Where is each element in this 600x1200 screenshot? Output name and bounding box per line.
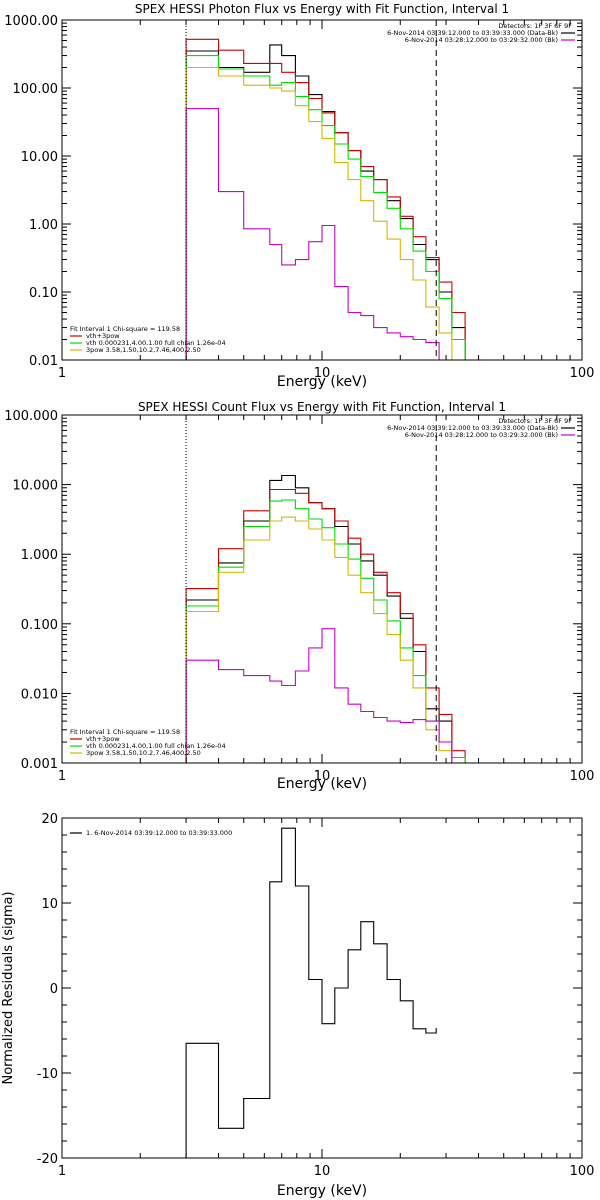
series-group [185,474,466,763]
legend-entry: vth 0.000231,4.00,1.00 full chian 1.26e-… [86,742,226,750]
plot-frame [61,19,583,361]
legend-left: Fit Interval 1 Chi-square = 119.58vth+3p… [70,325,226,354]
y-tick-label: 0.001 [21,757,58,772]
legend-entry: vth+3pow [86,332,120,340]
series-line-5 [185,628,466,763]
y-tick-label: 20 [41,812,58,827]
series-line-4 [185,516,466,763]
series-line-4 [185,66,466,360]
x-tick-label: 1 [58,769,66,784]
x-tick-label: 10 [314,1164,331,1179]
series-line-2 [185,488,466,763]
legend-entry: vth 0.000231,4.00,1.00 full chian 1.26e-… [86,339,226,347]
series-group [185,38,466,360]
y-tick-label: -20 [37,1152,58,1167]
chart-panel-1: SPEX HESSI Photon Flux vs Energy with Fi… [4,2,594,390]
y-tick-label: 10.000 [13,479,59,494]
chart-panel-3: 1 10 100 -20 -10 0 10 20 Energy (keV) Normalized … [1,812,594,1199]
legend-entry: 3pow 3.58,1.50,10.2,7.46,400,2.50 [86,346,201,354]
y-tick-label: 10.00 [21,150,58,165]
x-axis-label: Energy (keV) [277,374,367,390]
x-tick-label: 1 [58,1164,66,1179]
legend: 1. 6-Nov-2014 03:39:12.000 to 03:39:33.0… [70,829,232,837]
legend-entry: 1. 6-Nov-2014 03:39:12.000 to 03:39:33.0… [86,829,232,837]
y-tick-label: 1.000 [21,548,58,563]
y-tick-label: 0.01 [29,354,58,369]
series-group [185,827,437,1158]
series-line-3 [185,55,466,360]
chart-title: SPEX HESSI Count Flux vs Energy with Fit… [138,400,506,414]
series-line-1 [185,44,466,360]
series-line-1 [185,827,437,1158]
y-tick-label: -10 [37,1067,58,1082]
legend-entry: 6-Nov-2014 03:28:12.000 to 03:29:32.000 … [405,431,558,439]
legend-right: Detectors: 1F 3F 6F 9F6-Nov-2014 03:39:1… [387,22,575,44]
legend-entry: vth+3pow [86,735,120,743]
legend-header: Detectors: 1F 3F 6F 9F [498,417,572,425]
y-tick-label: 0.10 [29,286,58,301]
legend-header: Fit Interval 1 Chi-square = 119.58 [70,728,180,736]
legend-entry: 6-Nov-2014 03:39:12.000 to 03:39:33.000 … [387,29,558,37]
y-tick-label: 100.00 [13,82,59,97]
legend-entry: 6-Nov-2014 03:28:12.000 to 03:29:32.000 … [405,36,558,44]
x-tick-label: 10 [314,366,331,381]
x-tick-label: 100 [570,366,595,381]
x-tick-label: 10 [314,769,331,784]
y-tick-label: 0.100 [21,618,58,633]
y-tick-label: 100.000 [4,409,58,424]
y-tick-label: 1.00 [29,218,58,233]
legend-entry: 6-Nov-2014 03:39:12.000 to 03:39:33.000 … [387,424,558,432]
chart-title: SPEX HESSI Photon Flux vs Energy with Fi… [135,2,509,16]
x-tick-label: 1 [58,366,66,381]
x-axis-label: Energy (keV) [277,1183,367,1199]
y-tick-label: 10 [41,897,58,912]
series-line-2 [185,38,466,360]
plot-frame [61,414,583,764]
y-tick-label: 0 [50,982,58,997]
series-line-5 [185,107,466,360]
x-tick-label: 100 [570,769,595,784]
x-tick-label: 100 [570,1164,595,1179]
y-axis-label: Normalized Residuals (sigma) [1,891,16,1084]
y-tick-label: 0.010 [21,687,58,702]
legend-entry: 3pow 3.58,1.50,10.2,7.46,400,2.50 [86,749,201,757]
x-axis-label: Energy (keV) [277,776,367,792]
legend-header: Detectors: 1F 3F 6F 9F [498,22,572,30]
chart-panel-2: SPEX HESSI Count Flux vs Energy with Fit… [4,400,594,792]
y-tick-label: 1000.00 [4,14,58,29]
legend-header: Fit Interval 1 Chi-square = 119.58 [70,325,180,333]
legend-left: Fit Interval 1 Chi-square = 119.58vth+3p… [70,728,226,757]
legend-right: Detectors: 1F 3F 6F 9F6-Nov-2014 03:39:1… [387,417,575,439]
